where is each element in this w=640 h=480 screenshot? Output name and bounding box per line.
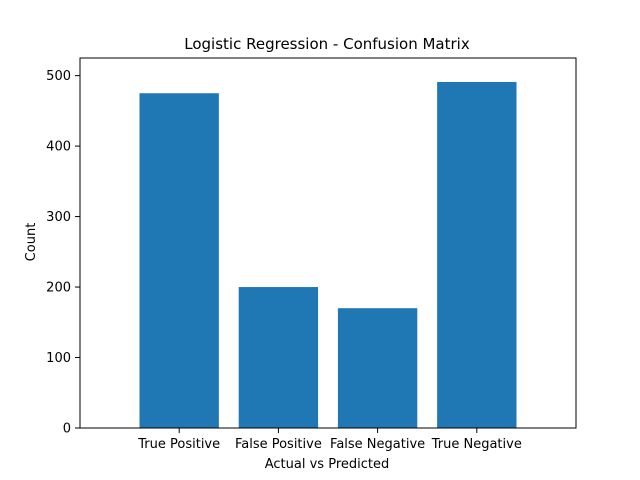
x-tick-label: True Positive (137, 437, 220, 452)
x-tick-label: False Positive (235, 437, 322, 452)
x-axis-label: Actual vs Predicted (265, 457, 389, 472)
bar-true-negative (437, 81, 517, 428)
y-axis-ticks: 0 100 200 300 400 500 (46, 69, 80, 437)
y-tick-label: 400 (46, 140, 71, 155)
x-tick-label: True Negative (431, 437, 522, 452)
bar-true-positive (139, 93, 219, 428)
y-tick-label: 300 (46, 210, 71, 225)
bar-false-positive (238, 287, 319, 428)
y-tick-label: 100 (46, 351, 71, 366)
plot-frame (79, 57, 577, 429)
x-axis-ticks: True Positive False Positive False Negativ… (137, 428, 522, 452)
chart-title: Logistic Regression - Confusion Matrix (184, 35, 470, 53)
bars-group (139, 81, 517, 428)
y-tick-label: 200 (46, 281, 71, 296)
bar-false-negative (337, 308, 418, 428)
x-tick-label: False Negative (330, 437, 425, 452)
y-tick-label: 500 (46, 69, 71, 84)
y-axis-label: Count (24, 223, 39, 262)
y-tick-label: 0 (63, 422, 71, 437)
